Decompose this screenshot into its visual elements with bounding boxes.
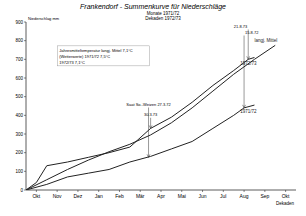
note: (Wetterwerte) 1971/72 7,5°C bbox=[59, 54, 110, 59]
x-tick-label: Aug bbox=[240, 193, 249, 199]
x-tick-label: Okt bbox=[282, 193, 290, 199]
x-tick-label: Feb bbox=[115, 193, 124, 199]
series-label: 1972/73 bbox=[240, 61, 257, 66]
y-tick bbox=[24, 22, 26, 23]
y-tick-label: 100 bbox=[15, 169, 23, 174]
chart: Frankendorf - Summenkurve für Niederschl… bbox=[0, 0, 306, 216]
y-tick bbox=[24, 40, 26, 41]
annotation: Saat So.-Weizen 27.3.72 bbox=[126, 102, 171, 107]
series-line bbox=[26, 57, 254, 190]
note: Jahresmitteltemperatur langj. Mittel 7,1… bbox=[59, 48, 133, 53]
y-tick-label: 400 bbox=[15, 113, 23, 118]
y-tick-label: 900 bbox=[15, 20, 23, 25]
note: 1972/73 7,1°C bbox=[59, 60, 85, 65]
y-tick bbox=[24, 171, 26, 172]
annotation: 21.8.73 bbox=[234, 24, 248, 29]
x-tick bbox=[244, 190, 245, 192]
x-tick-label: Mai bbox=[178, 193, 186, 199]
title: Frankendorf - Summenkurve für Niederschl… bbox=[80, 3, 226, 11]
arrow-head bbox=[247, 56, 250, 59]
x-tick-label: Jun bbox=[199, 193, 207, 199]
y-tick-label: 0 bbox=[20, 188, 23, 193]
x-tick bbox=[119, 190, 120, 192]
annotation-arrow bbox=[150, 118, 151, 129]
x-tick-label: Nov bbox=[53, 193, 62, 199]
subtitle: Dekaden 1972/73 bbox=[145, 16, 181, 21]
x-tick bbox=[181, 190, 182, 192]
y-tick bbox=[24, 78, 26, 79]
x-tick-label: Sep bbox=[260, 193, 269, 199]
y-tick-label: 800 bbox=[15, 38, 23, 43]
arrow-head bbox=[147, 154, 150, 157]
y-tick bbox=[24, 152, 26, 153]
arrow-head bbox=[149, 125, 152, 128]
x-tick bbox=[202, 190, 203, 192]
note-box bbox=[57, 46, 149, 66]
x-tick-label: Apr bbox=[157, 193, 165, 199]
y-tick-label: 700 bbox=[15, 57, 23, 62]
y-label: Niederschlag mm bbox=[28, 16, 60, 21]
x-tick-label: Jul bbox=[220, 193, 226, 199]
x-tick bbox=[140, 190, 141, 192]
series-label: langj. Mittel bbox=[254, 38, 277, 43]
y-tick-label: 500 bbox=[15, 94, 23, 99]
x-tick bbox=[285, 190, 286, 192]
y-tick-label: 200 bbox=[15, 150, 23, 155]
y-tick bbox=[24, 190, 26, 191]
x-tick bbox=[57, 190, 58, 192]
y-tick bbox=[24, 96, 26, 97]
x-tick bbox=[223, 190, 224, 192]
annotation: 15.8.72 bbox=[245, 30, 259, 35]
y-axis bbox=[26, 22, 27, 190]
x-tick bbox=[98, 190, 99, 192]
x-tick-label: Okt bbox=[32, 193, 40, 199]
x-tick bbox=[77, 190, 78, 192]
x-tick bbox=[264, 190, 265, 192]
y-tick-label: 300 bbox=[15, 132, 23, 137]
series-label: 1971/72 bbox=[240, 109, 257, 114]
y-tick bbox=[24, 59, 26, 60]
x-tick bbox=[161, 190, 162, 192]
x-label: Dekaden bbox=[276, 201, 295, 206]
y-tick bbox=[24, 115, 26, 116]
x-tick-label: Dez bbox=[73, 193, 82, 199]
y-tick bbox=[24, 134, 26, 135]
annotation: 30.3.73 bbox=[144, 112, 158, 117]
series-line bbox=[26, 105, 254, 190]
annotation-arrow bbox=[244, 36, 245, 108]
background bbox=[0, 0, 306, 216]
arrow-head bbox=[243, 105, 246, 108]
y-tick-label: 600 bbox=[15, 76, 23, 81]
x-tick-label: Jan bbox=[95, 193, 103, 199]
x-tick bbox=[36, 190, 37, 192]
x-tick-label: Mär bbox=[136, 193, 145, 199]
plot-area bbox=[26, 45, 275, 190]
series-line bbox=[26, 45, 275, 190]
